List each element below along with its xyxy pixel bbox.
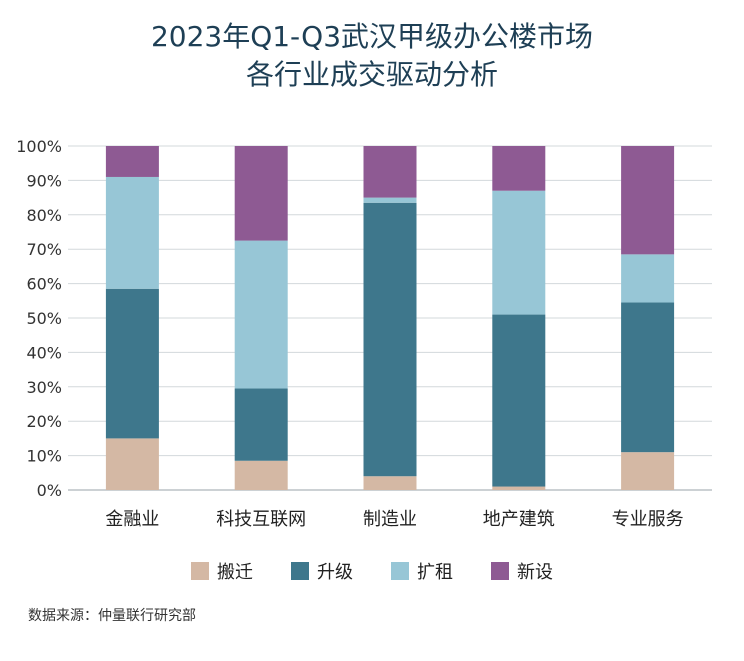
x-tick-label: 制造业	[363, 509, 417, 530]
legend-item: 搬迁	[191, 558, 253, 584]
bar-segment	[492, 314, 546, 487]
bar-segment	[234, 146, 288, 241]
x-tick-label: 金融业	[105, 509, 159, 530]
bar-segment	[621, 302, 675, 453]
chart-title-line-1: 2023年Q1-Q3武汉甲级办公楼市场	[150, 20, 594, 53]
bar-segment	[105, 176, 159, 289]
bar-segment	[234, 460, 288, 490]
y-tick-label: 90%	[26, 171, 62, 190]
legend-swatch	[391, 562, 409, 580]
chart-title-line-2: 各行业成交驱动分析	[245, 58, 498, 91]
bar-segment	[621, 146, 675, 255]
y-tick-label: 10%	[26, 447, 62, 466]
x-tick-label: 专业服务	[612, 509, 684, 530]
bar-segment	[492, 486, 546, 490]
bar-segment	[234, 388, 288, 461]
legend-label: 新设	[517, 562, 553, 583]
y-tick-label: 20%	[26, 412, 62, 431]
bar-segment	[621, 254, 675, 303]
y-tick-label: 100%	[16, 137, 62, 156]
bar-segment	[105, 146, 159, 177]
y-tick-label: 50%	[26, 309, 62, 328]
bar-segment	[363, 146, 417, 198]
bar-segment	[234, 240, 288, 389]
y-tick-label: 30%	[26, 378, 62, 397]
legend-label: 搬迁	[217, 562, 253, 583]
chart-legend: 搬迁 升级 扩租 新设	[0, 558, 744, 584]
chart-title: 2023年Q1-Q3武汉甲级办公楼市场 各行业成交驱动分析	[0, 18, 744, 94]
bar-segment	[363, 476, 417, 490]
legend-swatch	[191, 562, 209, 580]
bar-segment	[363, 197, 417, 203]
y-tick-label: 80%	[26, 206, 62, 225]
bar-segment	[492, 190, 546, 315]
legend-item: 扩租	[391, 558, 453, 584]
y-tick-label: 0%	[37, 481, 62, 500]
bar-segment	[105, 438, 159, 490]
legend-swatch	[291, 562, 309, 580]
bar-segment	[621, 452, 675, 490]
y-tick-label: 40%	[26, 343, 62, 362]
legend-label: 升级	[317, 562, 353, 583]
x-tick-label: 科技互联网	[216, 509, 306, 530]
legend-item: 升级	[291, 558, 353, 584]
bar-segment	[363, 202, 417, 477]
legend-swatch	[491, 562, 509, 580]
legend-item: 新设	[491, 558, 553, 584]
bar-segment	[492, 146, 546, 191]
y-tick-label: 60%	[26, 275, 62, 294]
x-tick-label: 地产建筑	[483, 509, 555, 530]
legend-label: 扩租	[417, 562, 453, 583]
bar-segment	[105, 288, 159, 439]
source-note: 数据来源：仲量联行研究部	[28, 608, 196, 624]
y-tick-label: 70%	[26, 240, 62, 259]
